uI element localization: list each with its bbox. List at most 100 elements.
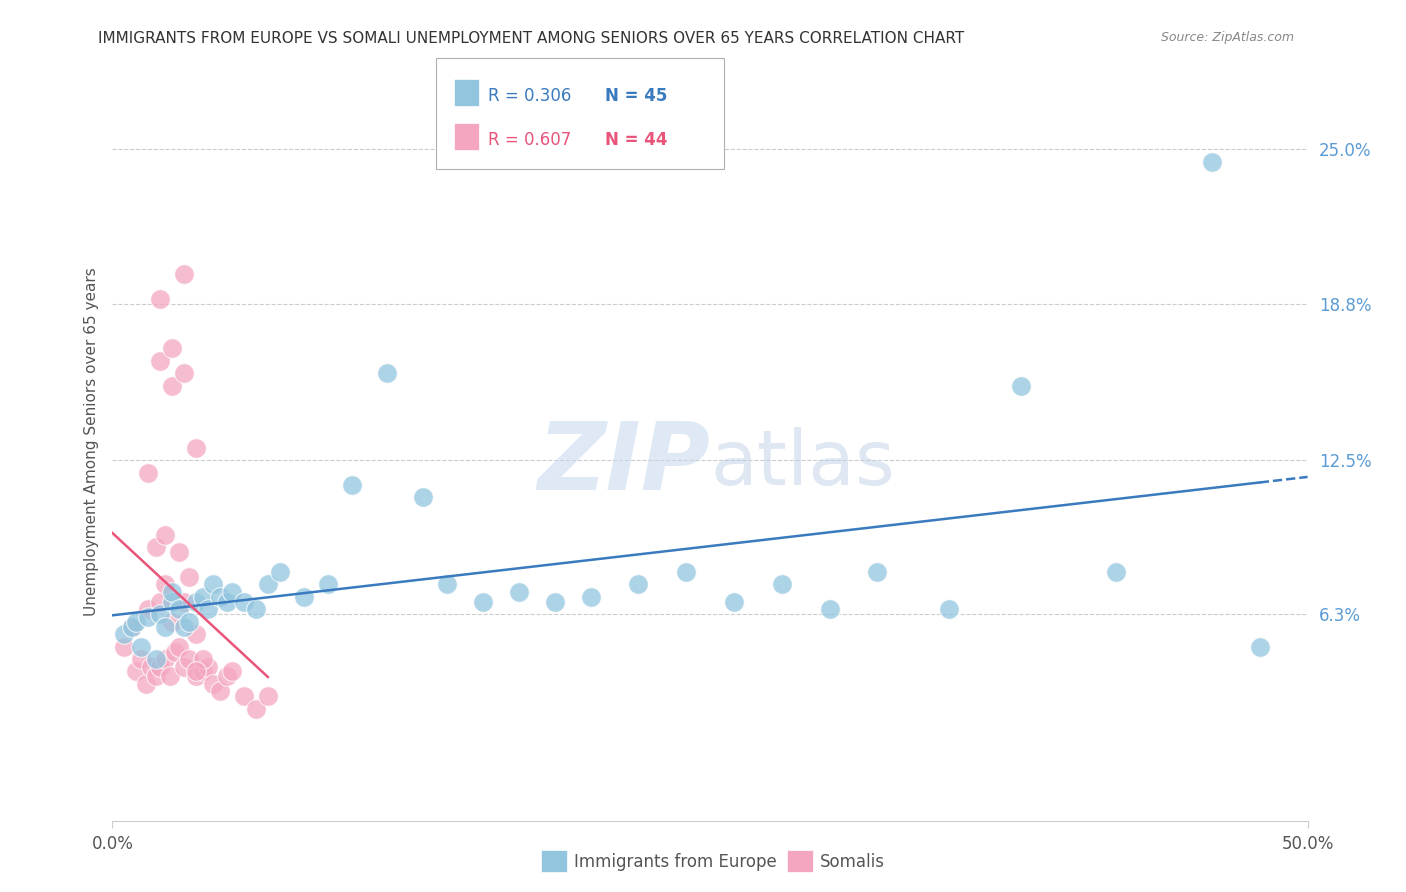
Point (162, 595, 183, 609)
Point (675, 565, 697, 579)
Point (169, 545, 191, 559)
Point (153, 652, 176, 666)
Point (114, 627, 135, 641)
Point (1105, 565, 1128, 579)
Point (138, 602, 160, 616)
Point (121, 620, 143, 634)
Point (377, 366, 399, 380)
Point (186, 669, 208, 683)
Point (1201, 154, 1223, 169)
Point (221, 665, 243, 679)
Point (472, 595, 495, 609)
Point (138, 466, 160, 480)
Point (177, 652, 200, 666)
Point (177, 570, 200, 584)
Point (145, 652, 167, 666)
Point (173, 366, 195, 380)
Point (233, 595, 256, 609)
Point (145, 540, 167, 554)
Point (340, 478, 363, 492)
Point (579, 590, 602, 604)
Text: R = 0.607: R = 0.607 (488, 131, 571, 149)
Text: atlas: atlas (710, 427, 894, 501)
Point (508, 585, 530, 599)
Point (193, 652, 215, 666)
Point (770, 577, 793, 591)
Point (245, 702, 267, 716)
Point (173, 620, 195, 634)
Point (269, 565, 291, 579)
Point (114, 640, 135, 654)
Point (162, 378, 183, 392)
Point (169, 602, 191, 616)
Point (221, 585, 243, 599)
Text: ZIP: ZIP (537, 418, 710, 510)
Point (938, 602, 960, 616)
Point (723, 595, 745, 609)
Text: N = 45: N = 45 (605, 87, 666, 105)
Point (186, 441, 208, 455)
Text: Source: ZipAtlas.com: Source: ZipAtlas.com (1160, 31, 1294, 45)
Point (436, 577, 458, 591)
Point (217, 595, 239, 609)
Point (159, 669, 181, 683)
Point (257, 690, 280, 704)
Point (138, 609, 160, 624)
Text: Immigrants from Europe: Immigrants from Europe (574, 853, 776, 871)
Point (201, 677, 224, 691)
Point (129, 652, 152, 666)
Point (209, 684, 232, 698)
Point (233, 690, 256, 704)
Point (245, 602, 267, 616)
Point (163, 644, 186, 658)
Point (197, 659, 219, 673)
Point (818, 602, 841, 616)
Point (173, 595, 195, 609)
Point (292, 590, 315, 604)
Point (177, 615, 200, 629)
Point (149, 353, 172, 368)
Text: IMMIGRANTS FROM EUROPE VS SOMALI UNEMPLOYMENT AMONG SENIORS OVER 65 YEARS CORREL: IMMIGRANTS FROM EUROPE VS SOMALI UNEMPLO… (98, 31, 965, 46)
Point (1249, 640, 1271, 654)
Point (173, 659, 195, 673)
Point (1010, 378, 1032, 392)
Text: N = 44: N = 44 (605, 131, 666, 149)
Point (162, 585, 183, 599)
Point (173, 267, 195, 281)
Y-axis label: Unemployment Among Seniors over 65 years: Unemployment Among Seniors over 65 years (83, 268, 98, 615)
Point (186, 595, 208, 609)
Point (201, 577, 224, 591)
Text: Somalis: Somalis (820, 853, 884, 871)
Point (209, 590, 232, 604)
Point (193, 590, 215, 604)
Text: R = 0.306: R = 0.306 (488, 87, 571, 105)
Point (412, 491, 434, 505)
Point (197, 602, 219, 616)
Point (153, 620, 176, 634)
Point (186, 665, 208, 679)
Point (149, 659, 172, 673)
Point (627, 577, 650, 591)
Point (139, 659, 162, 673)
Point (149, 595, 172, 609)
Point (125, 615, 148, 629)
Point (866, 565, 889, 579)
Point (153, 528, 176, 542)
Point (217, 669, 239, 683)
Point (145, 669, 167, 683)
Point (149, 607, 172, 622)
Point (543, 595, 565, 609)
Point (121, 620, 143, 634)
Point (257, 577, 280, 591)
Point (316, 577, 339, 591)
Point (162, 615, 183, 629)
Point (162, 341, 183, 355)
Point (125, 665, 148, 679)
Point (186, 627, 208, 641)
Point (169, 640, 191, 654)
Point (135, 677, 157, 691)
Point (129, 640, 152, 654)
Point (149, 292, 172, 306)
Point (193, 665, 215, 679)
Point (153, 577, 176, 591)
